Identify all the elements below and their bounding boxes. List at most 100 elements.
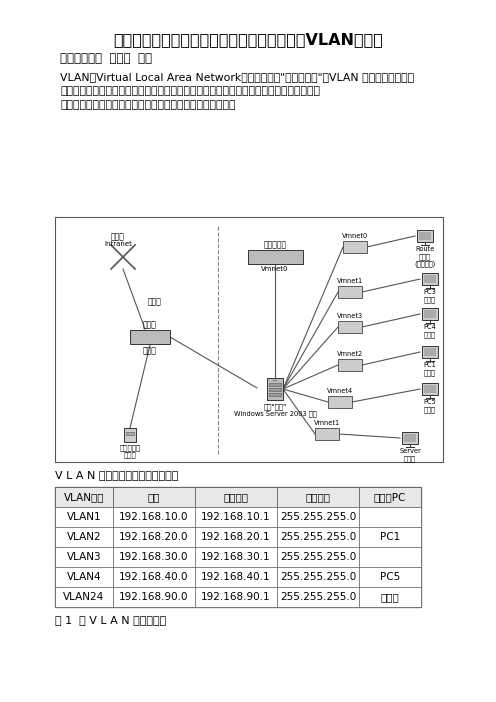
Text: VLAN3: VLAN3 bbox=[66, 552, 101, 562]
Text: 局域网: 局域网 bbox=[148, 298, 162, 307]
Bar bbox=[267, 378, 283, 400]
Text: 192.168.20.0: 192.168.20.0 bbox=[119, 532, 189, 542]
Bar bbox=[113, 507, 195, 527]
Bar bbox=[417, 230, 434, 242]
Text: Vmnet0: Vmnet0 bbox=[342, 233, 368, 239]
Text: 河北经贸大学  王春海  赵艳: 河北经贸大学 王春海 赵艳 bbox=[60, 52, 152, 65]
Text: VLAN名称: VLAN名称 bbox=[64, 492, 104, 502]
Bar bbox=[113, 547, 195, 567]
Text: 虚拟机: 虚拟机 bbox=[404, 455, 416, 462]
Bar bbox=[277, 507, 359, 527]
Bar bbox=[359, 487, 421, 507]
Text: 没有三层交换机用虚拟机也能做虚拟局域网（VLAN）实验: 没有三层交换机用虚拟机也能做虚拟局域网（VLAN）实验 bbox=[113, 32, 383, 47]
Text: 255.255.255.0: 255.255.255.0 bbox=[280, 512, 356, 522]
Bar bbox=[273, 380, 277, 381]
Bar bbox=[126, 432, 134, 435]
Bar bbox=[338, 286, 362, 298]
Text: Intranet: Intranet bbox=[104, 241, 132, 247]
Bar bbox=[343, 241, 367, 253]
Text: 192.168.40.1: 192.168.40.1 bbox=[201, 572, 271, 582]
Text: 255.255.255.0: 255.255.255.0 bbox=[280, 532, 356, 542]
Bar bbox=[113, 527, 195, 547]
Text: 虚拟机: 虚拟机 bbox=[424, 406, 436, 413]
Text: Vmnet0: Vmnet0 bbox=[261, 266, 289, 272]
Text: 192.168.90.0: 192.168.90.0 bbox=[119, 592, 189, 602]
Bar bbox=[248, 250, 303, 264]
Bar bbox=[359, 567, 421, 587]
Text: 计算机: 计算机 bbox=[124, 451, 136, 458]
Text: 255.255.255.0: 255.255.255.0 bbox=[280, 592, 356, 602]
Bar bbox=[277, 547, 359, 567]
Text: Vmnet2: Vmnet2 bbox=[337, 351, 363, 357]
Bar bbox=[195, 547, 277, 567]
Text: VLAN1: VLAN1 bbox=[66, 512, 101, 522]
Bar bbox=[359, 587, 421, 607]
Bar bbox=[422, 308, 438, 320]
Text: 要应用于交换机和路由器中，但主流应用还是在交换机之中。: 要应用于交换机和路由器中，但主流应用还是在交换机之中。 bbox=[60, 100, 236, 110]
Bar bbox=[55, 587, 113, 607]
Text: 虚拟机: 虚拟机 bbox=[424, 331, 436, 338]
Bar bbox=[419, 232, 432, 240]
Text: PC5: PC5 bbox=[380, 572, 400, 582]
Bar bbox=[269, 393, 281, 396]
Text: 网络上其他: 网络上其他 bbox=[120, 444, 141, 451]
Text: 子网: 子网 bbox=[148, 492, 160, 502]
Text: Server: Server bbox=[399, 448, 421, 454]
Text: Vmnet4: Vmnet4 bbox=[327, 388, 353, 394]
Bar bbox=[130, 330, 170, 344]
Text: Vmnet1: Vmnet1 bbox=[314, 420, 340, 426]
Bar bbox=[277, 567, 359, 587]
Text: PC1: PC1 bbox=[424, 362, 436, 368]
Text: 虚拟机: 虚拟机 bbox=[424, 369, 436, 376]
Bar bbox=[424, 310, 436, 318]
Bar bbox=[195, 567, 277, 587]
Bar bbox=[277, 527, 359, 547]
Bar bbox=[55, 567, 113, 587]
Bar bbox=[424, 348, 436, 356]
Text: 192.168.20.1: 192.168.20.1 bbox=[201, 532, 271, 542]
Bar bbox=[277, 487, 359, 507]
Bar bbox=[424, 275, 436, 283]
Bar bbox=[422, 273, 438, 285]
Bar bbox=[277, 587, 359, 607]
Bar bbox=[113, 567, 195, 587]
Bar bbox=[124, 428, 135, 442]
Text: 255.255.255.0: 255.255.255.0 bbox=[280, 552, 356, 562]
Text: 192.168.10.0: 192.168.10.0 bbox=[119, 512, 189, 522]
Text: V L A N 实验虚拟机网络连接示意图: V L A N 实验虚拟机网络连接示意图 bbox=[55, 470, 179, 480]
Bar bbox=[55, 527, 113, 547]
Bar bbox=[269, 388, 281, 391]
Bar bbox=[338, 321, 362, 333]
Text: 局域网: 局域网 bbox=[143, 320, 157, 329]
Bar bbox=[55, 547, 113, 567]
Text: 192.168.30.0: 192.168.30.0 bbox=[119, 552, 189, 562]
Bar bbox=[338, 359, 362, 371]
Text: 虚拟交换机: 虚拟交换机 bbox=[263, 240, 287, 249]
Text: Vmnet1: Vmnet1 bbox=[337, 278, 363, 284]
Text: VLAN24: VLAN24 bbox=[63, 592, 105, 602]
Text: 端口地址: 端口地址 bbox=[224, 492, 248, 502]
Text: 192.168.90.1: 192.168.90.1 bbox=[201, 592, 271, 602]
Bar bbox=[422, 346, 438, 358]
Bar bbox=[55, 487, 421, 607]
Text: 子网掩码: 子网掩码 bbox=[306, 492, 330, 502]
Text: VLAN4: VLAN4 bbox=[66, 572, 101, 582]
Text: 表 1  各 V L A N 对应的参数: 表 1 各 V L A N 对应的参数 bbox=[55, 615, 166, 625]
Text: VLAN（Virtual Local Area Network）的中文名为"虚拟局域网"。VLAN 是一种将局域网设: VLAN（Virtual Local Area Network）的中文名为"虚拟… bbox=[60, 72, 414, 82]
Text: PC4: PC4 bbox=[424, 324, 436, 330]
Bar bbox=[404, 434, 417, 442]
Bar bbox=[195, 507, 277, 527]
Text: 192.168.30.1: 192.168.30.1 bbox=[201, 552, 271, 562]
Text: 交换机: 交换机 bbox=[143, 346, 157, 355]
Bar bbox=[424, 385, 436, 393]
Text: VLAN2: VLAN2 bbox=[66, 532, 101, 542]
Text: PC3: PC3 bbox=[424, 289, 436, 295]
Text: 虚拟机: 虚拟机 bbox=[419, 253, 431, 260]
Bar bbox=[402, 432, 419, 444]
Text: PC5: PC5 bbox=[424, 399, 436, 405]
Bar bbox=[269, 383, 281, 386]
Bar bbox=[55, 487, 113, 507]
Text: Windows Server 2003 主机: Windows Server 2003 主机 bbox=[234, 410, 316, 416]
Text: 虚拟机: 虚拟机 bbox=[424, 296, 436, 303]
Bar bbox=[359, 547, 421, 567]
